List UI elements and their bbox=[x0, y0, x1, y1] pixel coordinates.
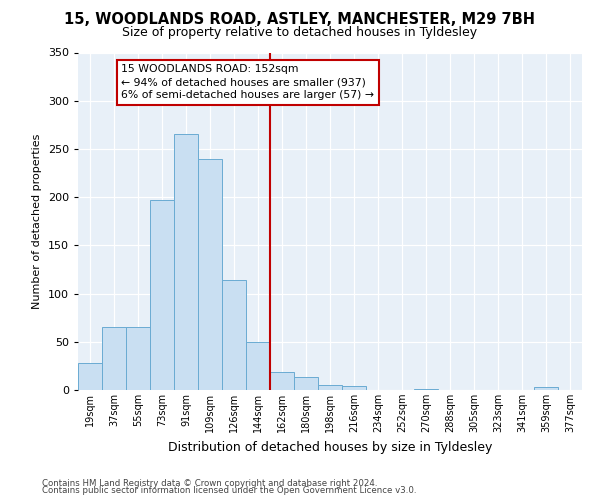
Text: Contains HM Land Registry data © Crown copyright and database right 2024.: Contains HM Land Registry data © Crown c… bbox=[42, 478, 377, 488]
Y-axis label: Number of detached properties: Number of detached properties bbox=[32, 134, 42, 309]
Bar bbox=[270, 372, 294, 390]
X-axis label: Distribution of detached houses by size in Tyldesley: Distribution of detached houses by size … bbox=[168, 440, 492, 454]
Bar bbox=[414, 389, 438, 390]
Bar bbox=[150, 200, 174, 390]
Bar bbox=[342, 386, 366, 390]
Bar bbox=[534, 387, 558, 390]
Text: Contains public sector information licensed under the Open Government Licence v3: Contains public sector information licen… bbox=[42, 486, 416, 495]
Bar bbox=[198, 158, 222, 390]
Bar bbox=[246, 342, 270, 390]
Bar bbox=[222, 280, 246, 390]
Text: Size of property relative to detached houses in Tyldesley: Size of property relative to detached ho… bbox=[122, 26, 478, 39]
Text: 15 WOODLANDS ROAD: 152sqm
← 94% of detached houses are smaller (937)
6% of semi-: 15 WOODLANDS ROAD: 152sqm ← 94% of detac… bbox=[121, 64, 374, 100]
Bar bbox=[126, 328, 150, 390]
Bar bbox=[78, 363, 102, 390]
Bar bbox=[174, 134, 198, 390]
Text: 15, WOODLANDS ROAD, ASTLEY, MANCHESTER, M29 7BH: 15, WOODLANDS ROAD, ASTLEY, MANCHESTER, … bbox=[65, 12, 536, 28]
Bar bbox=[102, 328, 126, 390]
Bar bbox=[294, 378, 318, 390]
Bar bbox=[318, 385, 342, 390]
